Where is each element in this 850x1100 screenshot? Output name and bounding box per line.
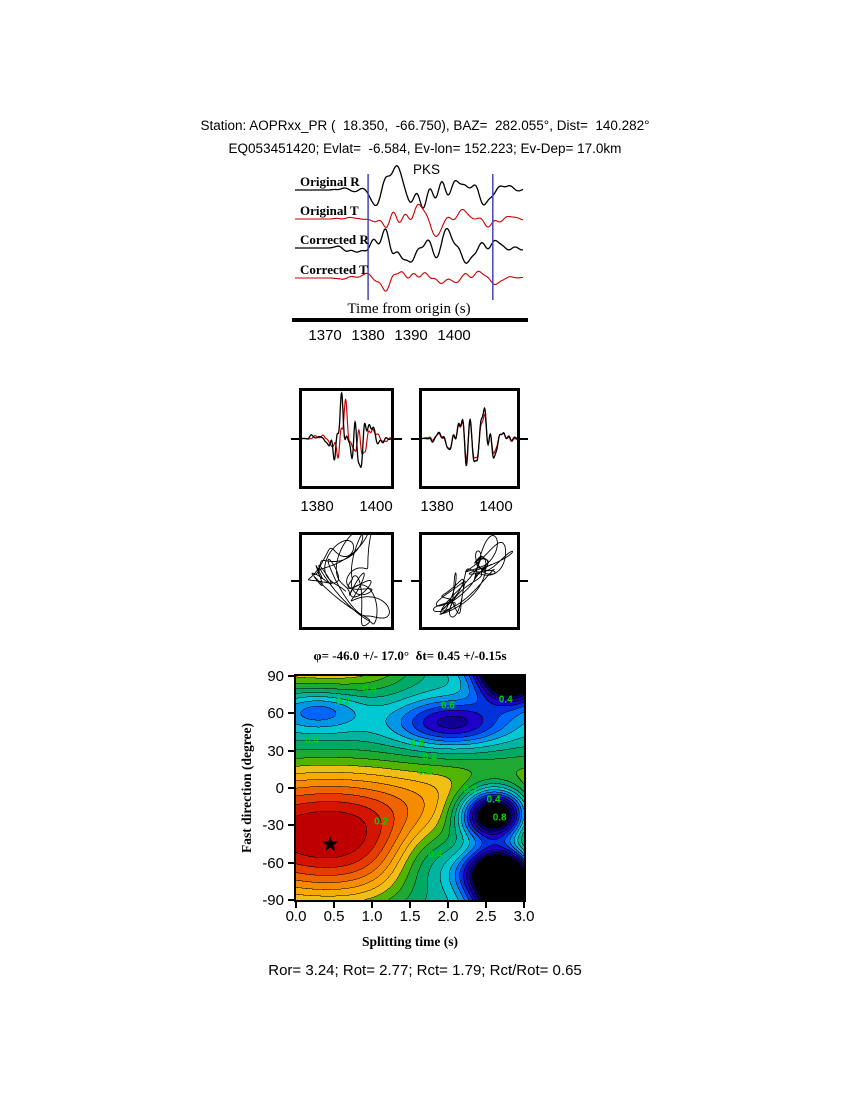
contour-annotation: 0.6 [441,700,455,712]
panel-tick [394,580,402,582]
contour-xtick-label: 3.0 [513,908,535,925]
contour-xtick-label: 1.5 [399,908,421,925]
contour-annotation: 0.4 [422,752,437,764]
contour-xtick [485,902,487,908]
contour-annotation: 0.4 [428,849,443,861]
contour-annotation: 0.6 [410,738,425,750]
trace-label-original-t: Original T [300,203,359,218]
contour-annotation: 0.4 [305,735,319,747]
contour-xtick [295,902,297,908]
panel-tick [411,437,419,440]
window-tick-label: 1400 [479,498,513,515]
contour-ytick [288,749,294,752]
contour-annotation: 0.4 [362,684,377,696]
contour-xtick [523,902,525,908]
contour-ytick-label: 90 [267,668,284,685]
contour-ytick-label: -30 [262,817,284,835]
contour-annotation: 0.2 [463,784,477,796]
contour-xtick-label: 0.5 [323,908,345,925]
phase-label: PKS [413,162,441,177]
panel-tick [394,437,402,440]
contour-ytick-label: -60 [262,854,284,872]
time-tick-label: 1370 [308,327,342,344]
particle-motion-panel-left [299,532,394,630]
contour-ytick-label: 0 [275,780,284,797]
contour-ytick [288,861,294,864]
splitting-time-axis-label: Splitting time (s) [362,934,458,949]
contour-annotation: 0.8 [492,812,507,824]
time-axis-line [292,318,528,322]
splitting-result-title: φ= -46.0 +/- 17.0° δt= 0.45 +/-0.15s [313,648,507,663]
contour-ytick [288,899,294,901]
panel-tick [291,580,299,582]
contour-ytick [288,787,294,789]
contour-xtick [409,902,411,908]
contour-annotation: 0.4 [486,794,501,806]
contour-annotation: 0.2 [336,696,351,708]
time-tick-label: 1380 [351,327,385,344]
event-header: EQ053451420; Evlat= -6.584, Ev-lon= 152.… [228,141,622,156]
panel-tick [520,580,528,582]
contour-annotation: 0.2 [374,816,389,828]
contour-ytick-label: -90 [262,892,284,909]
time-axis-label: Time from origin (s) [347,301,471,317]
contour-annotation: 0.2 [418,766,433,778]
misfit-contour-map [296,676,524,900]
contour-ytick [288,712,294,715]
panel-tick [291,437,299,440]
trace-label-corrected-t: Corrected T [300,262,368,277]
window-tick-label: 1380 [420,498,454,515]
contour-ytick [288,824,294,827]
panel-tick [520,437,528,440]
contour-frame [294,674,526,902]
window-tick-label: 1380 [300,498,334,515]
contour-xtick [447,902,449,908]
contour-xtick-label: 2.0 [437,908,459,925]
time-tick-label: 1390 [394,327,428,344]
time-tick-label: 1400 [437,327,471,344]
trace-label-corrected-r: Corrected R [300,232,369,247]
contour-xtick [371,902,373,908]
particle-motion-panel-right [419,532,520,630]
contour-xtick-label: 2.5 [475,908,497,925]
quality-stats-line: Ror= 3.24; Rot= 2.77; Rct= 1.79; Rct/Rot… [268,962,582,979]
window-tick-label: 1400 [359,498,393,515]
trace-label-original-r: Original R [300,174,360,189]
contour-xtick-label: 0.0 [285,908,307,925]
waveform-panel-right [419,388,520,489]
best-fit-star-icon: ★ [320,832,340,857]
panel-tick [411,580,419,582]
station-header: Station: AOPRxx_PR ( 18.350, -66.750), B… [200,118,650,133]
contour-xtick-label: 1.0 [361,908,383,925]
waveform-panel-left [299,388,394,489]
contour-annotation: 0.4 [498,694,513,706]
contour-xtick [333,902,335,908]
contour-ytick [288,675,294,677]
contour-ytick-label: 30 [267,742,284,760]
contour-ytick-label: 60 [267,705,284,723]
